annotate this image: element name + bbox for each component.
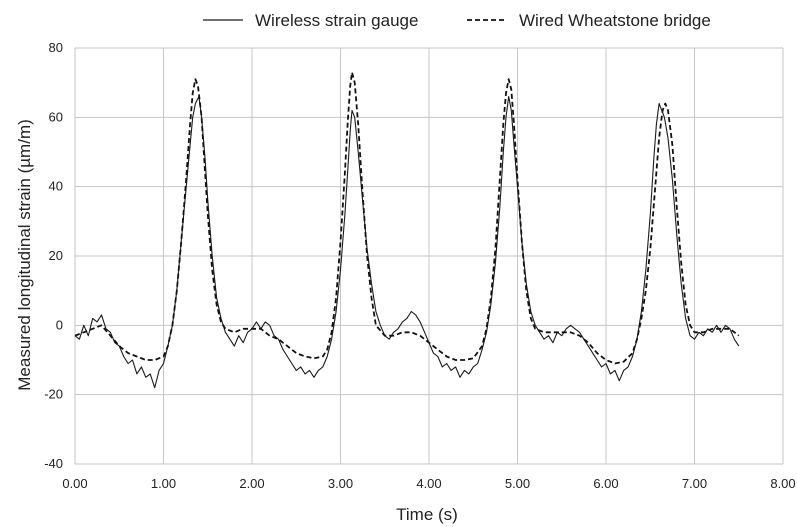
x-tick-label: 5.00 bbox=[505, 476, 530, 491]
series-line-wireless-strain-gauge bbox=[74, 95, 740, 389]
x-tick-label: 4.00 bbox=[416, 476, 441, 491]
legend-label-wireless: Wireless strain gauge bbox=[255, 11, 418, 30]
y-tick-label: 20 bbox=[49, 248, 63, 263]
x-tick-label: 3.00 bbox=[328, 476, 353, 491]
legend: Wireless strain gauge Wired Wheatstone b… bbox=[203, 11, 711, 30]
series-group bbox=[74, 71, 740, 389]
x-tick-label: 6.00 bbox=[593, 476, 618, 491]
x-tick-labels: 0.00 1.00 2.00 3.00 4.00 5.00 6.00 7.00 8.00 bbox=[62, 476, 795, 491]
y-tick-labels: -40 -20 0 20 40 60 80 bbox=[44, 40, 63, 471]
x-tick-label: 2.00 bbox=[239, 476, 264, 491]
y-tick-label: 80 bbox=[49, 40, 63, 55]
x-tick-label: 0.00 bbox=[62, 476, 87, 491]
y-tick-label: 0 bbox=[56, 317, 63, 332]
series-line-wired-wheatstone-bridge bbox=[74, 71, 740, 365]
y-tick-label: 60 bbox=[49, 109, 63, 124]
y-axis-title: Measured longitudinal strain (µm/m) bbox=[15, 119, 34, 391]
legend-label-wired: Wired Wheatstone bridge bbox=[519, 11, 711, 30]
x-axis-title: Time (s) bbox=[396, 505, 458, 524]
x-tick-label: 8.00 bbox=[770, 476, 795, 491]
x-tick-label: 1.00 bbox=[151, 476, 176, 491]
x-tick-label: 7.00 bbox=[682, 476, 707, 491]
y-tick-label: 40 bbox=[49, 179, 63, 194]
y-tick-label: -40 bbox=[44, 456, 63, 471]
y-tick-label: -20 bbox=[44, 387, 63, 402]
